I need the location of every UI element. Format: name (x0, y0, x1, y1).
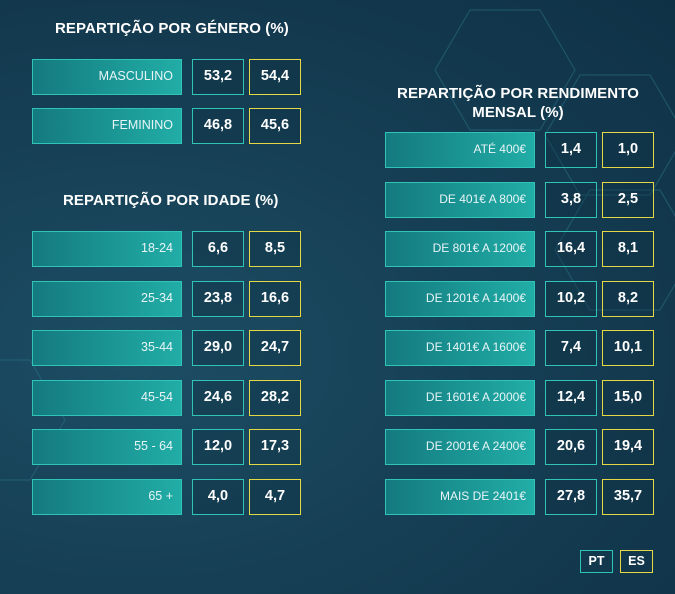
age-row-es-value: 4,7 (249, 478, 301, 515)
gender-row-label: FEMININO (32, 108, 182, 144)
gender-row-es-value: 45,6 (249, 108, 301, 144)
income-section-title: REPARTIÇÃO POR RENDIMENTO MENSAL (%) (388, 84, 648, 122)
age-row-label: 18-24 (32, 231, 182, 267)
income-title-line2: MENSAL (%) (472, 104, 564, 121)
age-row-pt-value: 24,6 (192, 379, 244, 416)
income-row-label: DE 1201€ A 1400€ (385, 280, 535, 317)
income-row-pt-value: 7,4 (545, 330, 597, 366)
age-row-es-value: 24,7 (249, 330, 301, 366)
income-row-es-value: 1,0 (602, 132, 654, 168)
age-row-pt-value: 12,0 (192, 429, 244, 465)
income-row-es-value: 19,4 (602, 429, 654, 465)
legend-pt: PT (580, 550, 613, 573)
income-row-label: ATÉ 400€ (385, 132, 535, 168)
income-row-es-value: 10,1 (602, 330, 654, 366)
gender-section-title: REPARTIÇÃO POR GÉNERO (%) (55, 20, 289, 37)
income-row-es-value: 8,1 (602, 231, 654, 267)
income-row-label: DE 1601€ A 2000€ (385, 379, 535, 416)
age-row-label: 45-54 (32, 379, 182, 416)
age-row-pt-value: 29,0 (192, 330, 244, 366)
age-row-pt-value: 4,0 (192, 478, 244, 515)
gender-row-label: MASCULINO (32, 59, 182, 95)
age-row-label: 55 - 64 (32, 429, 182, 465)
income-row-label: DE 1401€ A 1600€ (385, 330, 535, 366)
income-row-pt-value: 16,4 (545, 231, 597, 267)
age-row-es-value: 8,5 (249, 231, 301, 267)
age-row-es-value: 17,3 (249, 429, 301, 465)
age-row-label: 65 + (32, 478, 182, 515)
gender-row-pt-value: 46,8 (192, 108, 244, 144)
income-row-pt-value: 10,2 (545, 280, 597, 317)
income-row-label: DE 2001€ A 2400€ (385, 429, 535, 465)
gender-row-es-value: 54,4 (249, 59, 301, 95)
age-row-es-value: 16,6 (249, 280, 301, 317)
age-section-title: REPARTIÇÃO POR IDADE (%) (63, 192, 279, 209)
income-row-es-value: 35,7 (602, 478, 654, 515)
income-row-pt-value: 3,8 (545, 181, 597, 218)
age-row-es-value: 28,2 (249, 379, 301, 416)
income-row-es-value: 2,5 (602, 181, 654, 218)
age-row-label: 35-44 (32, 330, 182, 366)
income-row-pt-value: 1,4 (545, 132, 597, 168)
gender-row-pt-value: 53,2 (192, 59, 244, 95)
income-row-pt-value: 20,6 (545, 429, 597, 465)
income-title-line1: REPARTIÇÃO POR RENDIMENTO (397, 85, 639, 102)
income-row-es-value: 8,2 (602, 280, 654, 317)
income-row-pt-value: 12,4 (545, 379, 597, 416)
income-row-pt-value: 27,8 (545, 478, 597, 515)
age-row-pt-value: 23,8 (192, 280, 244, 317)
income-row-label: MAIS DE 2401€ (385, 478, 535, 515)
age-row-label: 25-34 (32, 280, 182, 317)
income-row-label: DE 401€ A 800€ (385, 181, 535, 218)
age-row-pt-value: 6,6 (192, 231, 244, 267)
income-row-label: DE 801€ A 1200€ (385, 231, 535, 267)
legend-es: ES (620, 550, 653, 573)
income-row-es-value: 15,0 (602, 379, 654, 416)
